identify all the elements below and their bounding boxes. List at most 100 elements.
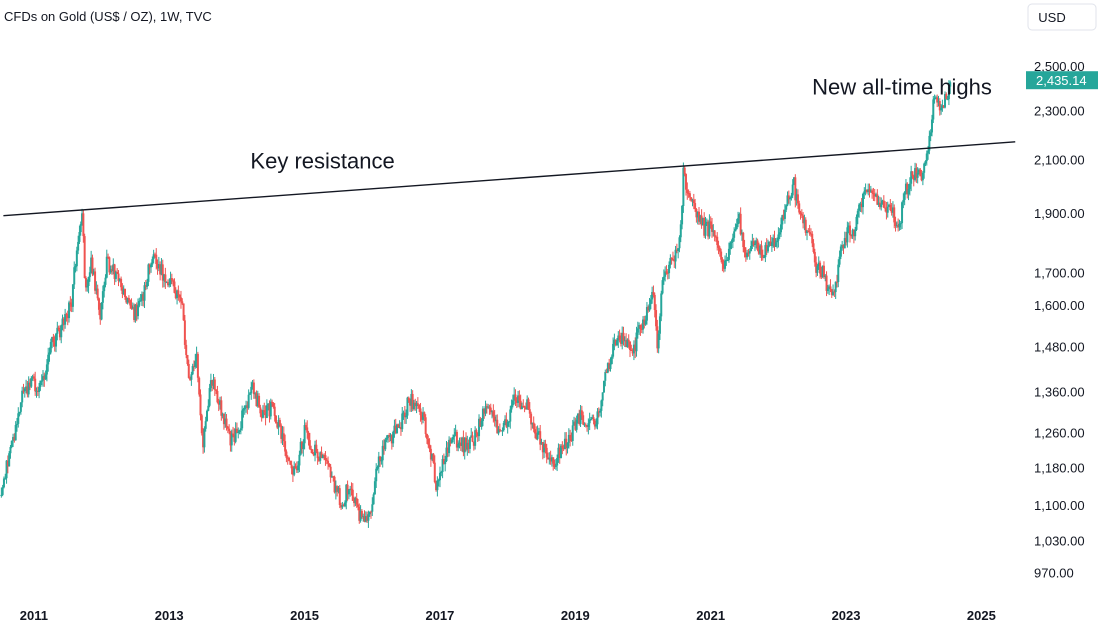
candle-body (928, 135, 931, 151)
candle-body (298, 454, 301, 466)
candle-body (139, 300, 142, 302)
candle-body (86, 285, 89, 288)
candle-body (399, 426, 402, 430)
candle-body (55, 333, 58, 347)
candle-body (886, 206, 889, 213)
candle-body (449, 439, 452, 444)
candle-body (354, 498, 357, 504)
candle-body (640, 328, 643, 330)
candle-body (377, 456, 380, 468)
candle-body (949, 82, 952, 87)
candle-body (861, 193, 864, 208)
key-resistance-trendline (3, 141, 1016, 217)
candle-body (252, 382, 255, 395)
candle-body (742, 232, 745, 248)
candle-body (273, 406, 276, 416)
candle-body (415, 403, 418, 407)
candle-body (773, 238, 776, 247)
y-tick-label: 1,030.00 (1034, 533, 1085, 548)
candle-body (691, 199, 694, 201)
candle-body (940, 107, 943, 111)
candle-body (213, 379, 216, 390)
candle-body (246, 405, 249, 408)
candle-body (31, 376, 34, 379)
candle-body (146, 281, 149, 287)
candle-body (224, 418, 227, 425)
candle-body (735, 224, 738, 229)
y-tick-label: 1,360.00 (1034, 385, 1085, 400)
price-axis[interactable]: 2,500.00 2,300.00 2,100.00 1,900.00 1,700.00… (1034, 59, 1085, 580)
candle-body (536, 432, 539, 439)
candle-body (268, 403, 271, 417)
candle-body (185, 344, 188, 355)
candle-body (217, 402, 220, 405)
candle-body (363, 516, 366, 522)
candle-body (126, 297, 129, 303)
candle-body (206, 410, 209, 422)
candle-body (170, 278, 173, 281)
candle-body (614, 339, 617, 346)
candle-body (107, 256, 110, 258)
currency-button-label[interactable]: USD (1038, 10, 1065, 25)
candle-body (125, 296, 128, 303)
candle-body (616, 340, 619, 346)
candle-body (539, 431, 542, 445)
candle-body (764, 245, 767, 258)
candle-body (548, 457, 551, 460)
candle-body (418, 404, 421, 409)
candle-body (359, 510, 362, 521)
currency-button-bg[interactable] (1027, 3, 1097, 31)
time-axis[interactable]: 2011 2013 2015 2017 2019 2021 2023 2025 (20, 608, 996, 623)
candle-body (567, 434, 570, 443)
candle-body (807, 230, 810, 233)
candle-body (927, 150, 930, 154)
candle-body (294, 466, 297, 469)
candle-body (285, 451, 288, 458)
candle-body (544, 443, 547, 448)
candle-body (657, 333, 660, 349)
candle-body (811, 233, 814, 244)
y-tick-label: 1,600.00 (1034, 298, 1085, 313)
candle-body (289, 460, 292, 465)
candle-body (301, 441, 304, 449)
candle-body (492, 411, 495, 417)
candle-body (484, 406, 487, 414)
candle-body (678, 237, 681, 249)
candle-body (769, 241, 772, 247)
candle-body (889, 204, 892, 211)
candle-body (839, 246, 842, 257)
y-tick-label: 2,100.00 (1034, 152, 1085, 167)
candle-body (893, 207, 896, 223)
candle-body (686, 189, 689, 193)
candle-body (65, 314, 68, 316)
candle-body (563, 438, 566, 450)
currency-button[interactable]: USD (1027, 3, 1097, 31)
candle-body (105, 256, 108, 278)
candle-body (116, 272, 119, 274)
candle-body (51, 336, 54, 343)
candle-body (19, 402, 22, 412)
candle-body (73, 267, 76, 285)
candle-body (356, 504, 359, 507)
candle-body (903, 192, 906, 200)
candle-body (228, 428, 231, 432)
candle-body (159, 264, 162, 275)
candle-body (202, 433, 205, 448)
candle-body (330, 476, 333, 478)
candle-body (608, 363, 611, 370)
candle-body (911, 171, 914, 176)
candle-body (69, 302, 72, 305)
candle-body (320, 452, 323, 459)
candle-body (367, 514, 370, 521)
candle-body (219, 400, 222, 405)
candle-body (655, 310, 658, 327)
candle-body (634, 344, 637, 352)
candle-body (151, 259, 154, 265)
candle-body (412, 402, 415, 410)
candle-body (108, 257, 111, 273)
candle-body (488, 406, 491, 408)
candle-body (48, 352, 51, 355)
candle-body (9, 447, 12, 454)
candle-body (743, 247, 746, 253)
